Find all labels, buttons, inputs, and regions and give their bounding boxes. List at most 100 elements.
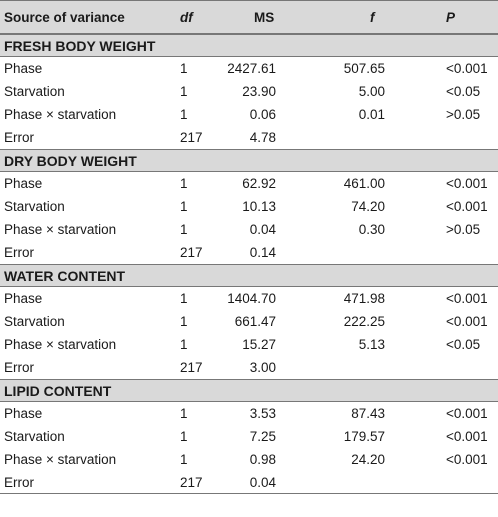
cell-source: Phase (4, 406, 43, 421)
cell-df: 1 (180, 452, 188, 467)
cell-df: 1 (180, 222, 188, 237)
cell-source: Starvation (4, 429, 65, 444)
cell-p: <0.001 (446, 199, 488, 214)
cell-df: 217 (180, 475, 203, 490)
cell-p: <0.05 (446, 84, 481, 99)
cell-f: 222.25 (343, 314, 385, 329)
cell-df: 1 (180, 107, 188, 122)
header-ms: MS (254, 10, 275, 25)
cell-f: 74.20 (351, 199, 385, 214)
cell-source: Phase × starvation (4, 222, 117, 237)
table-row: Phase 1 62.92 461.00 <0.001 (0, 172, 498, 195)
table-row: Error 217 0.04 (0, 471, 498, 494)
table-row: Phase × starvation 1 0.04 0.30 >0.05 (0, 218, 498, 241)
cell-df: 217 (180, 360, 203, 375)
section-header: WATER CONTENT (0, 264, 498, 287)
table-body: FRESH BODY WEIGHT Phase 1 2427.61 507.65 <0.0… (0, 34, 498, 494)
cell-df: 1 (180, 84, 188, 99)
cell-source: Error (4, 360, 34, 375)
cell-ms: 0.98 (249, 452, 276, 467)
cell-p: <0.001 (446, 61, 488, 76)
cell-df: 1 (180, 429, 188, 444)
cell-p: <0.05 (446, 337, 481, 352)
cell-f: 5.00 (358, 84, 385, 99)
cell-f: 461.00 (343, 176, 385, 191)
table-row: Starvation 1 10.13 74.20 <0.001 (0, 195, 498, 218)
cell-ms: 4.78 (249, 130, 276, 145)
cell-source: Phase × starvation (4, 452, 117, 467)
cell-p: >0.05 (446, 107, 481, 122)
section-header: DRY BODY WEIGHT (0, 149, 498, 172)
header-source: Source of variance (4, 10, 125, 25)
table-row: Error 217 4.78 (0, 126, 498, 149)
cell-df: 217 (180, 130, 203, 145)
table-row: Phase × starvation 1 15.27 5.13 <0.05 (0, 333, 498, 356)
anova-table: Source of variance df MS f P FRESH BODY … (0, 0, 498, 494)
cell-df: 217 (180, 245, 203, 260)
cell-source: Phase × starvation (4, 337, 117, 352)
table-row: Starvation 1 661.47 222.25 <0.001 (0, 310, 498, 333)
cell-source: Phase (4, 176, 43, 191)
table-row: Error 217 3.00 (0, 356, 498, 379)
cell-df: 1 (180, 199, 188, 214)
cell-source: Phase (4, 61, 43, 76)
cell-ms: 10.13 (242, 199, 276, 214)
cell-ms: 3.53 (249, 406, 276, 421)
header-p: P (446, 10, 456, 25)
cell-p: <0.001 (446, 429, 488, 444)
cell-p: <0.001 (446, 176, 488, 191)
cell-source: Phase × starvation (4, 107, 117, 122)
cell-f: 471.98 (343, 291, 385, 306)
cell-source: Starvation (4, 199, 65, 214)
section-header: FRESH BODY WEIGHT (0, 34, 498, 57)
cell-df: 1 (180, 406, 188, 421)
cell-source: Phase (4, 291, 43, 306)
cell-df: 1 (180, 176, 188, 191)
cell-source: Starvation (4, 84, 65, 99)
cell-source: Starvation (4, 314, 65, 329)
cell-ms: 0.14 (249, 245, 276, 260)
cell-source: Error (4, 130, 34, 145)
cell-source: Error (4, 475, 34, 490)
cell-ms: 661.47 (234, 314, 276, 329)
table-row: Starvation 1 23.90 5.00 <0.05 (0, 80, 498, 103)
cell-ms: 15.27 (242, 337, 276, 352)
cell-f: 0.01 (358, 107, 385, 122)
cell-df: 1 (180, 291, 188, 306)
cell-f: 5.13 (358, 337, 385, 352)
table-row: Phase 1 2427.61 507.65 <0.001 (0, 57, 498, 80)
cell-df: 1 (180, 61, 188, 76)
table-header: Source of variance df MS f P (0, 0, 498, 34)
cell-ms: 7.25 (249, 429, 276, 444)
table-row: Error 217 0.14 (0, 241, 498, 264)
cell-p: <0.001 (446, 406, 488, 421)
table-row: Starvation 1 7.25 179.57 <0.001 (0, 425, 498, 448)
cell-p: >0.05 (446, 222, 481, 237)
cell-f: 87.43 (351, 406, 385, 421)
table-row: Phase 1 3.53 87.43 <0.001 (0, 402, 498, 425)
cell-ms: 62.92 (242, 176, 276, 191)
cell-ms: 0.06 (249, 107, 276, 122)
cell-df: 1 (180, 314, 188, 329)
table-row: Phase 1 1404.70 471.98 <0.001 (0, 287, 498, 310)
cell-f: 0.30 (358, 222, 385, 237)
cell-df: 1 (180, 337, 188, 352)
cell-p: <0.001 (446, 291, 488, 306)
header-df: df (180, 10, 193, 25)
header-f: f (370, 10, 375, 25)
cell-ms: 0.04 (249, 475, 276, 490)
cell-source: Error (4, 245, 34, 260)
cell-f: 507.65 (343, 61, 385, 76)
cell-p: <0.001 (446, 452, 488, 467)
cell-p: <0.001 (446, 314, 488, 329)
cell-ms: 0.04 (249, 222, 276, 237)
table-row: Phase × starvation 1 0.06 0.01 >0.05 (0, 103, 498, 126)
cell-f: 24.20 (351, 452, 385, 467)
cell-ms: 23.90 (242, 84, 276, 99)
cell-ms: 3.00 (249, 360, 276, 375)
table-row: Phase × starvation 1 0.98 24.20 <0.001 (0, 448, 498, 471)
cell-f: 179.57 (343, 429, 385, 444)
cell-ms: 2427.61 (227, 61, 276, 76)
cell-ms: 1404.70 (227, 291, 276, 306)
section-header: LIPID CONTENT (0, 379, 498, 402)
